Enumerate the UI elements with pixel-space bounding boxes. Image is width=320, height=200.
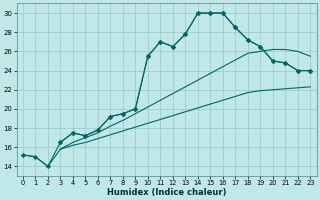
- X-axis label: Humidex (Indice chaleur): Humidex (Indice chaleur): [107, 188, 226, 197]
